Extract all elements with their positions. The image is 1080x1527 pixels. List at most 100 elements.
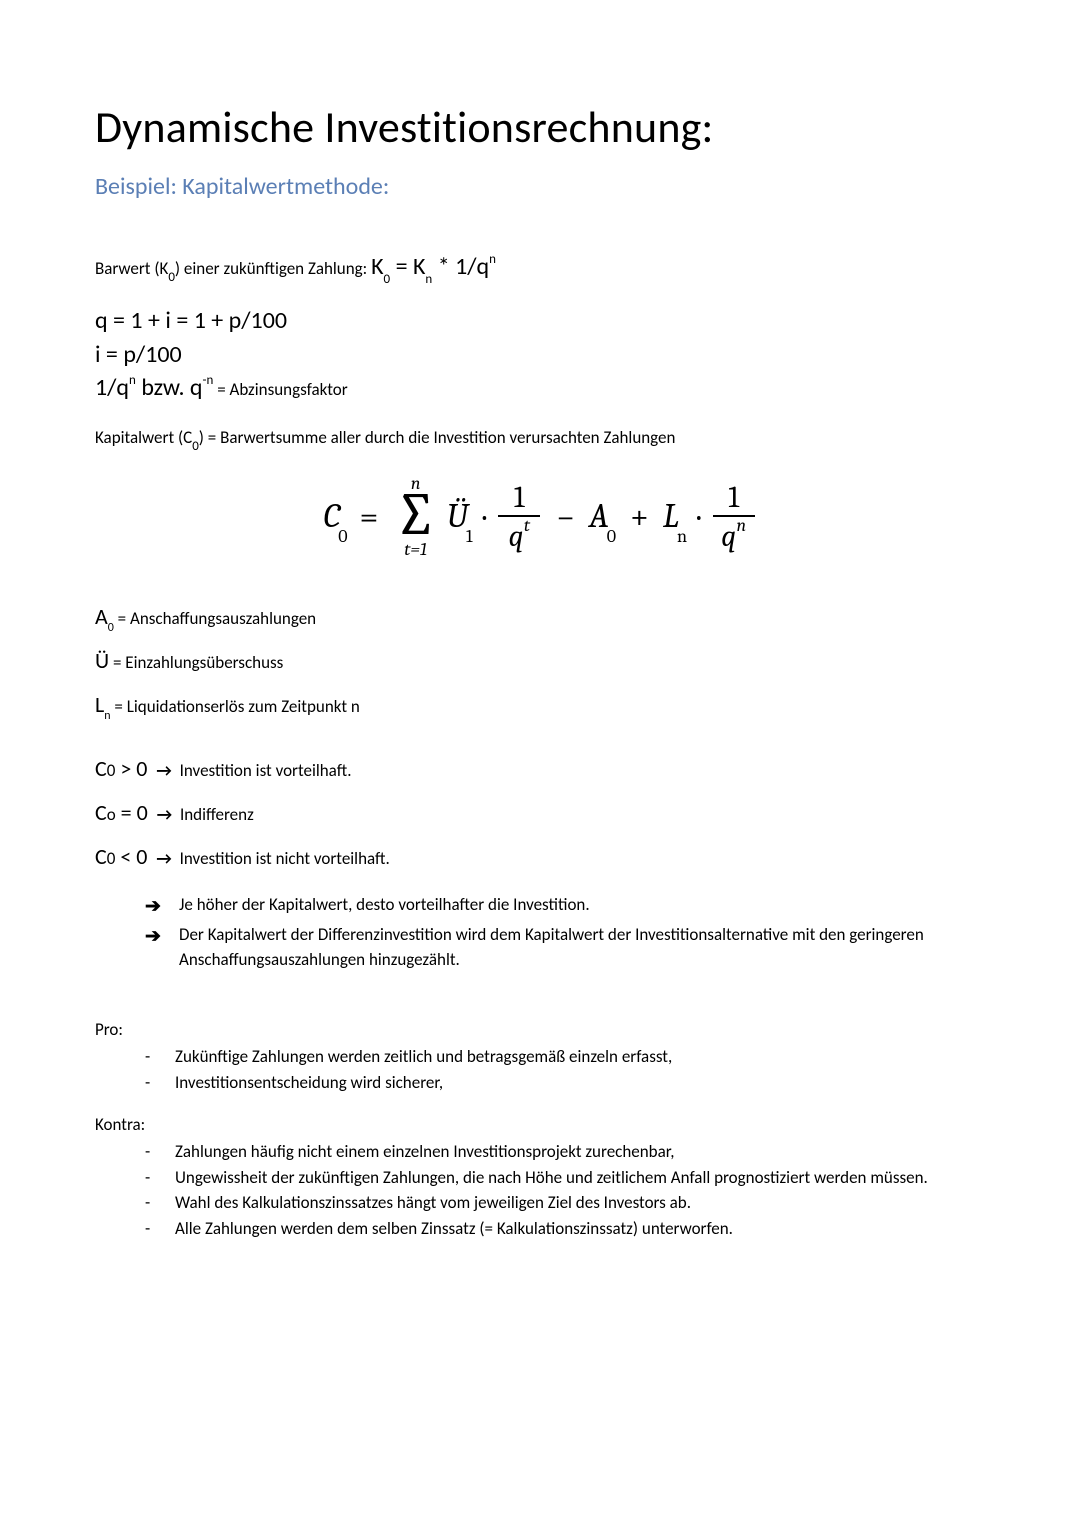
cond-text: Investition ist vorteilhaft. bbox=[176, 760, 352, 781]
barwert-sub: 0 bbox=[168, 270, 175, 285]
barwert-label-2: ) einer zukünftigen Zahlung: bbox=[175, 258, 371, 279]
kw-def-1: Kapitalwert (C bbox=[95, 427, 192, 448]
kontra-list-item: -Wahl des Kalkulationszinssatzes hängt v… bbox=[145, 1191, 985, 1216]
condition-row: Co = 0 → Indifferenz bbox=[95, 791, 985, 835]
dash-bullet-icon: - bbox=[145, 1045, 167, 1070]
condition-row: C0 < 0 → Investition ist nicht vorteilha… bbox=[95, 835, 985, 879]
bf-U: Ü bbox=[447, 496, 468, 536]
bf-equals: = bbox=[360, 497, 379, 537]
kontra-list: -Zahlungen häufig nicht einem einzelnen … bbox=[145, 1140, 985, 1242]
def3-sup2: -n bbox=[203, 373, 214, 388]
frac1-den-base: q bbox=[508, 519, 523, 554]
pro-list-item: -Investitionsentscheidung wird sicherer, bbox=[145, 1071, 985, 1096]
arrow-bullet-icon: ➔ bbox=[145, 923, 167, 972]
condition-row: C0 > 0 → Investition ist vorteilhaft. bbox=[95, 747, 985, 791]
barwert-label-1: Barwert (K bbox=[95, 258, 168, 279]
frac2-den-base: q bbox=[721, 519, 736, 554]
page-title: Dynamische Investitionsrechnung: bbox=[95, 100, 985, 154]
bf-A: A bbox=[589, 496, 609, 536]
arrow-bullet-text: Je höher der Kapitalwert, desto vorteilh… bbox=[179, 893, 985, 921]
kontra-heading: Kontra: bbox=[95, 1113, 985, 1138]
fraction-1: 1 qt bbox=[498, 483, 540, 552]
frac1-den-sup: t bbox=[524, 515, 530, 536]
bf-eq: = bbox=[390, 252, 413, 281]
bf-Kn-sub: n bbox=[425, 272, 432, 287]
variable-definitions: A0 = AnschaffungsauszahlungenÜ = Einzahl… bbox=[95, 595, 985, 727]
def3-mid: bzw. q bbox=[136, 373, 203, 402]
cond-text: Investition ist nicht vorteilhaft. bbox=[176, 848, 390, 869]
document-page: Dynamische Investitionsrechnung: Beispie… bbox=[0, 0, 1080, 1527]
arrow-icon: → bbox=[156, 848, 171, 869]
arrow-bullet-list: ➔ Je höher der Kapitalwert, desto vorteil… bbox=[145, 893, 985, 972]
dash-bullet-icon: - bbox=[145, 1140, 167, 1165]
kontra-list-item: -Zahlungen häufig nicht einem einzelnen … bbox=[145, 1140, 985, 1165]
def3-label: = Abzinsungsfaktor bbox=[213, 379, 347, 400]
bf-Kn: K bbox=[413, 252, 425, 281]
dash-bullet-icon: - bbox=[145, 1217, 167, 1242]
frac1-num: 1 bbox=[510, 483, 529, 515]
conditions-block: C0 > 0 → Investition ist vorteilhaft.Co … bbox=[95, 747, 985, 879]
arrow-bullet-text: Der Kapitalwert der Differenzinvestition… bbox=[179, 923, 985, 972]
dash-bullet-icon: - bbox=[145, 1166, 167, 1191]
page-subtitle: Beispiel: Kapitalwertmethode: bbox=[95, 172, 985, 201]
kw-def-2: ) = Barwertsumme aller durch die Investi… bbox=[199, 427, 676, 448]
aux-definitions: q = 1 + i = 1 + p/100 i = p/100 1/qn bzw… bbox=[95, 304, 985, 405]
barwert-line: Barwert (K0) einer zukünftigen Zahlung: … bbox=[95, 249, 985, 286]
barwert-formula: K0 = Kn * 1/qn bbox=[371, 252, 496, 281]
arrow-bullet-item: ➔ Je höher der Kapitalwert, desto vorteil… bbox=[145, 893, 985, 921]
dash-bullet-icon: - bbox=[145, 1191, 167, 1216]
cond-symbol: C bbox=[95, 843, 107, 870]
kontra-item-text: Wahl des Kalkulationszinssatzes hängt vo… bbox=[175, 1191, 985, 1216]
fraction-2: 1 qn bbox=[713, 483, 755, 552]
frac2-den-sup: n bbox=[737, 515, 747, 536]
bf-mul: * bbox=[432, 252, 455, 281]
pro-heading: Pro: bbox=[95, 1018, 985, 1043]
kontra-list-item: -Alle Zahlungen werden dem selben Zinssa… bbox=[145, 1217, 985, 1242]
var-symbol: A bbox=[95, 603, 108, 630]
pro-list-item: -Zukünftige Zahlungen werden zeitlich un… bbox=[145, 1045, 985, 1070]
kontra-list-item: -Ungewissheit der zukünftigen Zahlungen,… bbox=[145, 1166, 985, 1191]
bf-frac: 1/q bbox=[455, 252, 489, 281]
cond-subscript: o bbox=[107, 804, 116, 825]
bf-K-sub: 0 bbox=[384, 272, 391, 287]
arrow-bullet-icon: ➔ bbox=[145, 893, 167, 921]
kontra-section: Kontra: -Zahlungen häufig nicht einem ei… bbox=[95, 1113, 985, 1241]
arrow-bullet-item: ➔Der Kapitalwert der Differenzinvestitio… bbox=[145, 923, 985, 972]
bf-minus: − bbox=[556, 497, 575, 537]
variable-definition-row: Ü = Einzahlungsüberschuss bbox=[95, 639, 985, 683]
bf-plus: + bbox=[630, 497, 649, 537]
bf-dot-1: · bbox=[483, 497, 487, 537]
cond-comparator: > 0 bbox=[115, 755, 152, 782]
var-symbol: L bbox=[95, 691, 104, 718]
pro-item-text: Investitionsentscheidung wird sicherer, bbox=[175, 1071, 985, 1096]
var-desc: = Liquidationserlös zum Zeitpunkt n bbox=[111, 696, 360, 717]
def-q: q = 1 + i = 1 + p/100 bbox=[95, 304, 985, 338]
cond-symbol: C bbox=[95, 755, 107, 782]
variable-definition-row: Ln = Liquidationserlös zum Zeitpunkt n bbox=[95, 683, 985, 727]
kapitalwert-definition: Kapitalwert (C0) = Barwertsumme aller du… bbox=[95, 427, 985, 451]
var-subscript: 0 bbox=[108, 621, 114, 635]
bf-A-sub: 0 bbox=[607, 526, 616, 547]
sigma-bottom: t=1 bbox=[404, 541, 427, 559]
pro-item-text: Zukünftige Zahlungen werden zeitlich und… bbox=[175, 1045, 985, 1070]
def3-lhs: 1/q bbox=[95, 373, 129, 402]
cond-text: Indifferenz bbox=[176, 804, 254, 825]
bf-dot-2: · bbox=[697, 497, 701, 537]
dash-bullet-icon: - bbox=[145, 1071, 167, 1096]
cond-comparator: < 0 bbox=[115, 843, 152, 870]
capital-value-formula: C0 = n ∑ t=1 Ü1 · 1 qt − A0 + Ln · 1 qn bbox=[95, 475, 985, 559]
kw-def-sub: 0 bbox=[192, 439, 199, 454]
bf-frac-sup: n bbox=[489, 252, 496, 267]
def3-sup1: n bbox=[129, 373, 136, 388]
sigma-block: n ∑ t=1 bbox=[394, 475, 436, 559]
cond-symbol: C bbox=[95, 799, 107, 826]
bf-K: K bbox=[371, 252, 383, 281]
arrow-icon: → bbox=[157, 804, 172, 825]
pro-list: -Zukünftige Zahlungen werden zeitlich un… bbox=[145, 1045, 985, 1095]
kontra-item-text: Alle Zahlungen werden dem selben Zinssat… bbox=[175, 1217, 985, 1242]
arrow-icon: → bbox=[156, 760, 171, 781]
pro-section: Pro: -Zukünftige Zahlungen werden zeitli… bbox=[95, 1018, 985, 1095]
bf-L-sub: n bbox=[677, 526, 687, 547]
variable-definition-row: A0 = Anschaffungsauszahlungen bbox=[95, 595, 985, 639]
sigma-symbol: ∑ bbox=[394, 491, 436, 539]
